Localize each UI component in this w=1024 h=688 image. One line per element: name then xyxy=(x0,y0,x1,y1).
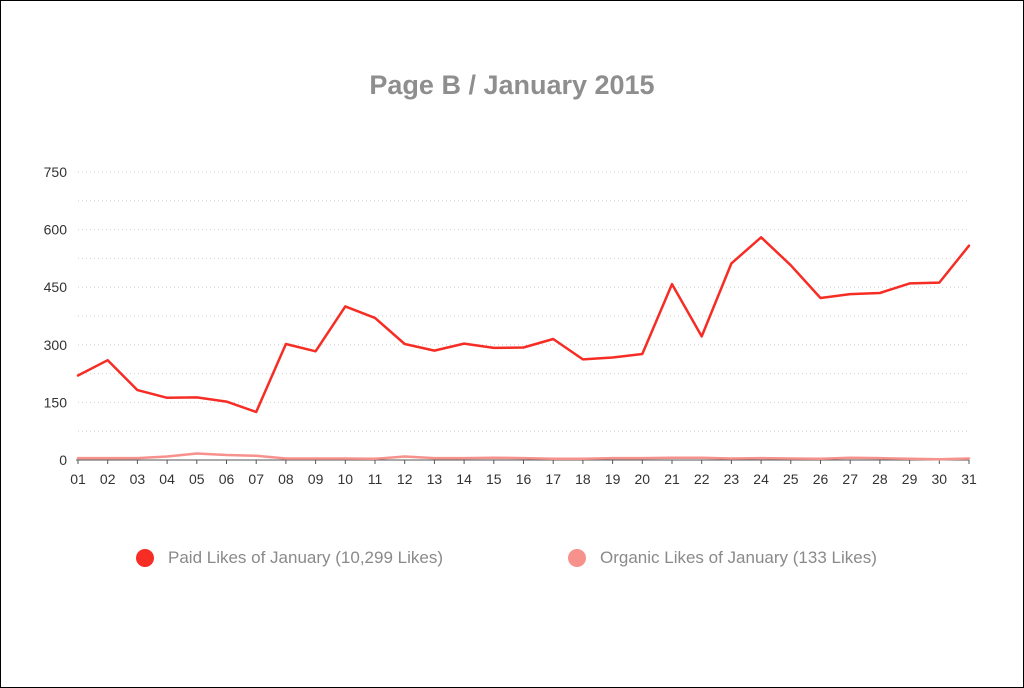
gridlines xyxy=(78,171,969,432)
series-line-paid xyxy=(76,236,971,414)
x-tick-label: 17 xyxy=(545,471,561,487)
x-tick-label: 16 xyxy=(516,471,532,487)
x-tick-label: 14 xyxy=(456,471,472,487)
x-tick-label: 01 xyxy=(70,471,86,487)
x-tick-label: 21 xyxy=(664,471,680,487)
legend-label-paid: Paid Likes of January (10,299 Likes) xyxy=(168,548,443,567)
legend-item-paid: Paid Likes of January (10,299 Likes) xyxy=(136,545,443,571)
legend-marker-paid xyxy=(136,549,154,567)
y-tick-label: 450 xyxy=(44,279,68,295)
y-tick-label: 300 xyxy=(44,337,68,353)
chart-title: Page B / January 2015 xyxy=(369,70,655,100)
x-tick-label: 30 xyxy=(932,471,948,487)
y-tick-label: 150 xyxy=(44,394,68,410)
x-tick-label: 07 xyxy=(248,471,264,487)
x-tick-label: 31 xyxy=(961,471,977,487)
y-tick-label: 0 xyxy=(59,452,67,468)
y-tick-label: 600 xyxy=(44,222,68,238)
y-tick-label: 750 xyxy=(44,164,68,180)
x-tick-label: 06 xyxy=(219,471,235,487)
x-tick-label: 11 xyxy=(368,471,383,487)
x-tick-label: 19 xyxy=(605,471,621,487)
x-tick-label: 24 xyxy=(753,471,769,487)
x-tick-label: 09 xyxy=(308,471,324,487)
axes: 0 150 300 450 600 750 01 02 03 04 05 06 07 08 09 10 11 12… xyxy=(44,164,977,487)
x-tick-label: 26 xyxy=(813,471,829,487)
x-tick-label: 12 xyxy=(397,471,413,487)
x-tick-label: 27 xyxy=(842,471,858,487)
x-tick-label: 23 xyxy=(724,471,740,487)
x-tick-label: 15 xyxy=(486,471,502,487)
x-tick-label: 08 xyxy=(278,471,294,487)
legend-item-organic: Organic Likes of January (133 Likes) xyxy=(568,545,877,571)
x-tick-label: 03 xyxy=(130,471,146,487)
x-tick-label: 28 xyxy=(872,471,888,487)
x-tick-label: 22 xyxy=(694,471,710,487)
x-tick-label: 18 xyxy=(575,471,591,487)
legend-marker-organic xyxy=(568,549,586,567)
x-tick-label: 29 xyxy=(902,471,918,487)
x-tick-label: 13 xyxy=(427,471,443,487)
series-lines xyxy=(76,236,971,461)
x-tick-label: 05 xyxy=(189,471,205,487)
x-tick-label: 04 xyxy=(159,471,175,487)
x-tick-label: 25 xyxy=(783,471,799,487)
series-line-organic xyxy=(76,452,971,461)
x-tick-label: 02 xyxy=(100,471,116,487)
x-tick-label: 20 xyxy=(635,471,651,487)
x-tick-label: 10 xyxy=(338,471,354,487)
legend-label-organic: Organic Likes of January (133 Likes) xyxy=(600,548,877,567)
